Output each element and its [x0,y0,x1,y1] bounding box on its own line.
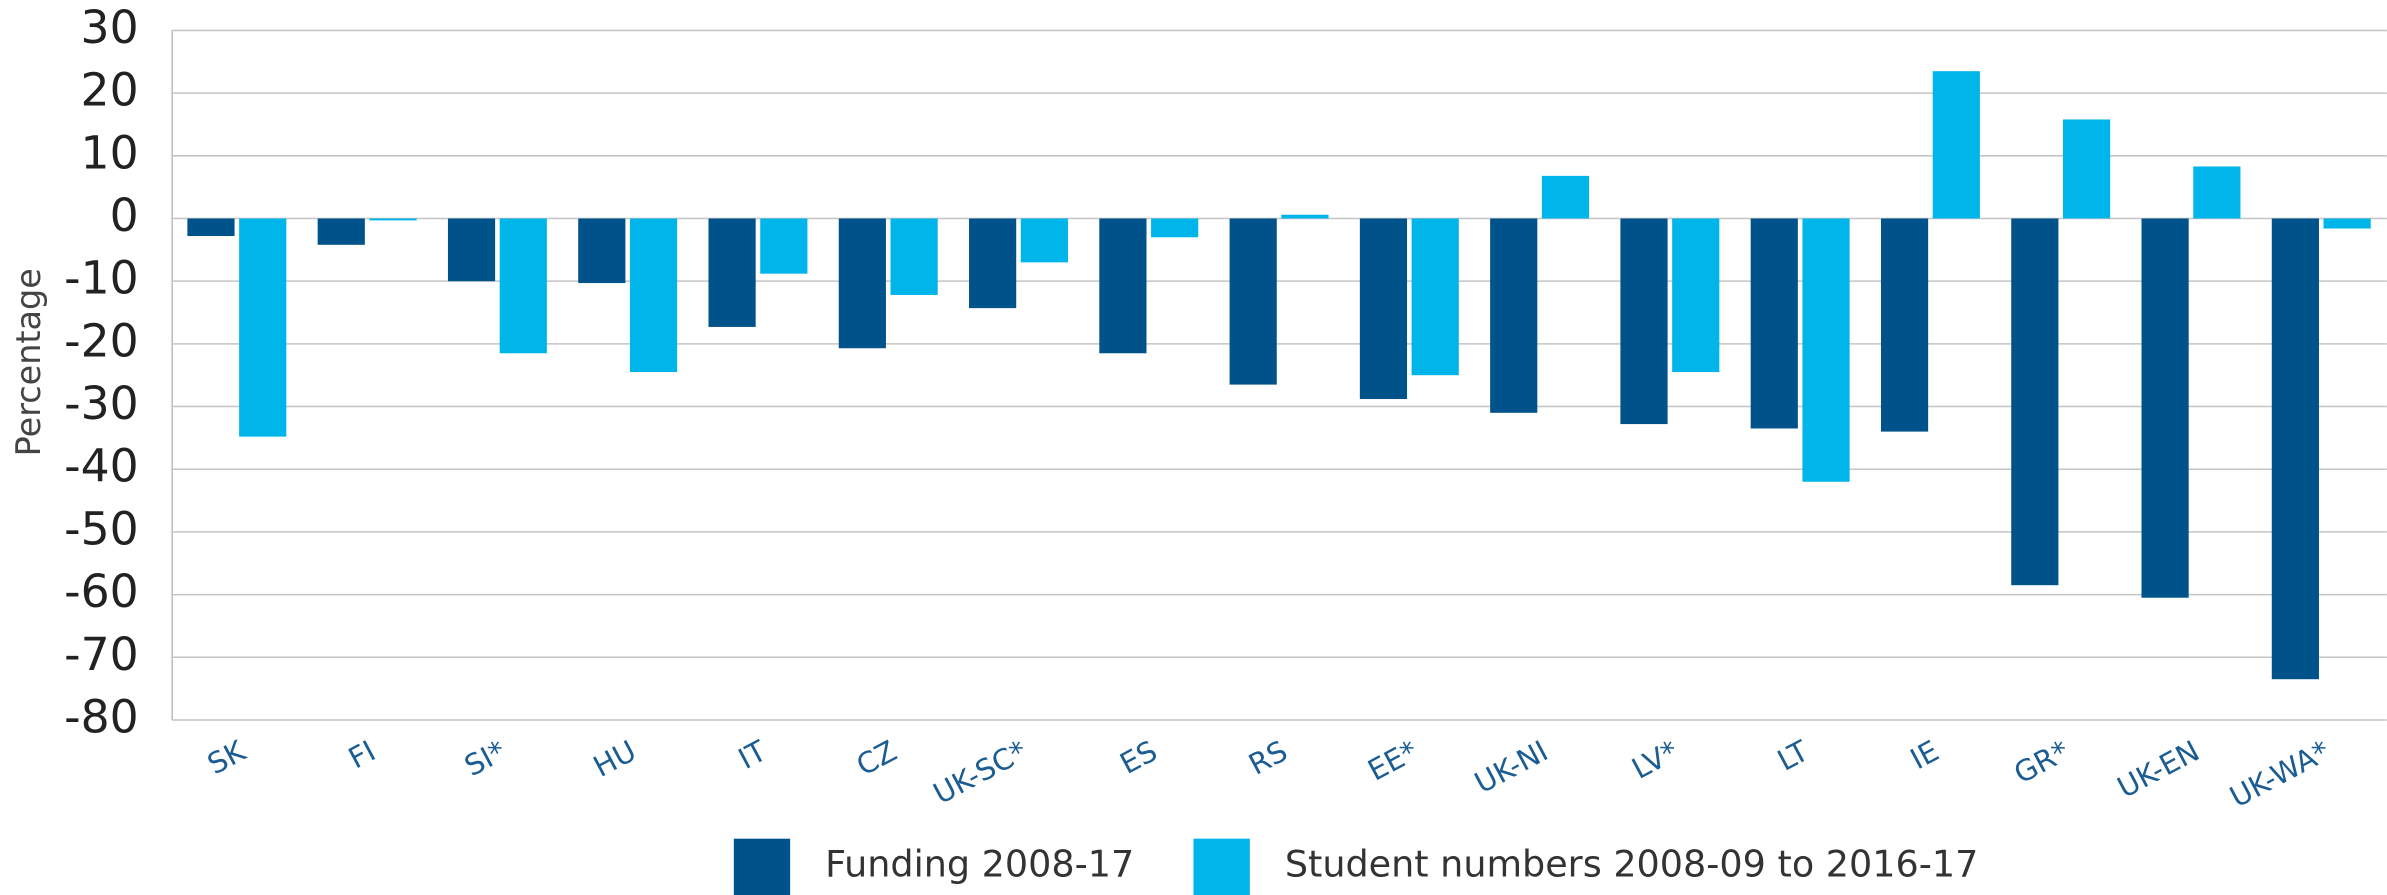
bar [1932,71,1980,219]
bar [1281,214,1329,219]
x-tick-label: UK-NI [1469,734,1554,800]
bar [499,218,547,354]
bar [1229,218,1277,385]
y-tick-label: -10 [64,252,139,305]
x-tick-label: EE* [1362,734,1423,788]
bar [2323,218,2371,229]
bar [187,218,235,237]
bar [239,218,287,437]
x-tick-label: UK-WA* [2224,734,2335,815]
bar [1672,218,1720,373]
x-tick-label: CZ [851,734,902,783]
y-tick-label: 20 [81,64,139,117]
x-tick-label: UK-SC* [928,734,1033,811]
bar [1802,218,1850,482]
bar [1359,218,1408,400]
bar [1750,218,1798,429]
y-tick-label: 0 [110,189,139,242]
bar [1620,218,1668,425]
bar [447,218,496,282]
x-tick-label: UK-EN [2112,734,2205,805]
x-tick-label: SK [202,733,252,781]
y-tick-label: -40 [64,440,139,493]
bar [1020,218,1068,263]
bar [2193,166,2241,219]
y-tick-label: -80 [64,690,139,743]
y-axis-label: Percentage [9,268,48,456]
y-tick-label: -30 [64,377,139,430]
x-tick-label: IT [733,733,772,775]
x-tick-label: GR* [2008,734,2074,791]
bar [317,218,365,245]
x-tick-label: SI* [459,734,511,783]
y-tick-label: -50 [64,502,139,555]
bar [1411,218,1459,376]
legend-swatch [733,838,791,895]
bar [708,218,756,327]
x-tick-label: FI [343,734,381,776]
bar [2011,218,2059,586]
bar [1490,218,1538,413]
legend-label: Funding 2008-17 [825,843,1134,886]
bar [890,218,938,295]
x-tick-label: IE [1905,734,1945,777]
legend-swatch [1193,838,1250,895]
bar [969,218,1017,309]
bar [838,218,886,349]
x-tick-label: HU [588,734,642,784]
y-tick-label: -70 [64,628,139,681]
bar [760,218,808,274]
x-tick-label: LT [1772,733,1815,777]
bar [2271,218,2319,680]
y-tick-label: 30 [81,1,139,54]
bar [629,218,678,373]
bar [2141,218,2189,598]
bar [369,218,417,221]
legend-label: Student numbers 2008-09 to 2016-17 [1285,843,1979,886]
y-tick-label: -60 [64,565,139,618]
bar [1880,218,1929,432]
y-tick-label: -20 [64,314,139,367]
x-tick-label: RS [1243,734,1293,782]
bar [1151,218,1199,238]
y-tick-label: 10 [81,126,139,179]
bar [578,218,626,284]
x-tick-label: ES [1114,734,1162,781]
bar [1541,175,1590,219]
x-tick-label: LV* [1626,734,1684,786]
bar [2062,119,2111,219]
bar [1099,218,1147,354]
